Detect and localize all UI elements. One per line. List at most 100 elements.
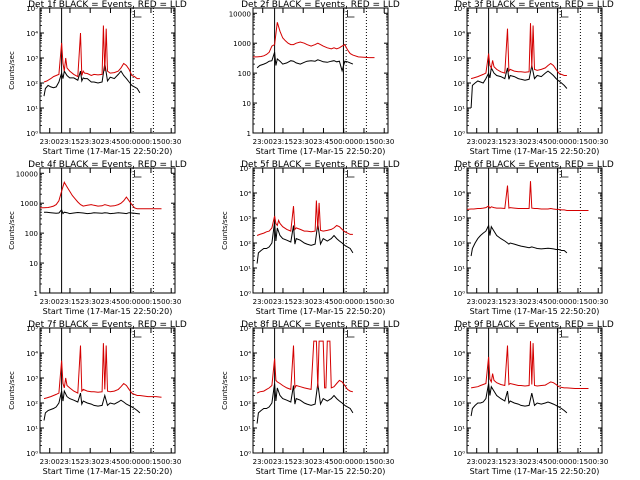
x-tick-label: 23:45: [100, 458, 120, 466]
chart-panel-2: Det 2f BLACK = Events, RED = LLD 1 10 100 10…: [229, 0, 400, 156]
plot-frame: [39, 167, 176, 294]
plot-frame: [252, 167, 389, 294]
x-tick-label: 23:15: [60, 298, 80, 306]
x-tick-label: 23:45: [100, 298, 120, 306]
x-tick-label: 23:30: [507, 458, 527, 466]
x-tick-label: 00:15: [354, 458, 374, 466]
x-tick-label: 23:15: [60, 138, 80, 146]
series-events-line: [470, 223, 568, 257]
bracket-mark: [561, 10, 569, 18]
x-tick-label: 23:45: [313, 138, 333, 146]
chart-title: Det 1f BLACK = Events, RED = LLD: [28, 0, 187, 10]
plot-frame: [252, 7, 389, 134]
x-axis-label: Start Time (17-Mar-15 22:50:20): [470, 147, 600, 156]
y-axis-label: Counts/sec: [8, 51, 16, 90]
series-events-line: [256, 383, 354, 424]
y-tick-label: 10¹: [239, 265, 251, 273]
series-lld-line: [43, 343, 162, 400]
x-tick-label: 23:00: [40, 138, 60, 146]
y-tick-label: 1000: [20, 200, 38, 208]
x-tick-label: 23:15: [273, 298, 293, 306]
y-tick-label: 10⁴: [453, 30, 465, 38]
chart-panel-8: Det 8f BLACK = Events, RED = LLD 10⁰ 10¹ 10…: [221, 320, 400, 476]
series-events-line: [470, 383, 568, 417]
x-tick-label: 00:30: [161, 138, 181, 146]
chart-panel-1: Det 1f BLACK = Events, RED = LLD 10⁰ 10¹ 10…: [8, 0, 187, 156]
x-tick-label: 00:30: [588, 138, 608, 146]
x-tick-label: 00:00: [548, 458, 568, 466]
x-tick-label: 23:30: [293, 458, 313, 466]
x-tick-label: 23:30: [80, 458, 100, 466]
y-tick-label: 1: [34, 290, 38, 298]
bracket-mark: [347, 330, 355, 338]
x-axis-label: Start Time (17-Mar-15 22:50:20): [43, 467, 173, 476]
y-tick-label: 10⁴: [26, 30, 38, 38]
y-tick-label: 10⁰: [26, 130, 38, 138]
x-tick-label: 23:00: [467, 298, 487, 306]
plot-frame: [39, 7, 176, 134]
series-lld-line: [471, 341, 589, 389]
y-tick-label: 10³: [26, 55, 38, 63]
x-axis-label: Start Time (17-Mar-15 22:50:20): [256, 307, 386, 316]
x-tick-label: 23:00: [40, 298, 60, 306]
plot-frame: [39, 327, 176, 454]
x-tick-label: 23:15: [60, 458, 80, 466]
x-tick-label: 00:00: [548, 298, 568, 306]
y-tick-label: 10⁵: [26, 5, 38, 13]
x-tick-label: 23:30: [80, 138, 100, 146]
series-events-line: [43, 63, 141, 97]
bracket-mark: [347, 10, 355, 18]
y-tick-label: 10: [242, 100, 251, 108]
bracket-mark: [561, 330, 569, 338]
x-tick-label: 00:30: [374, 458, 394, 466]
series-events-line: [256, 221, 354, 264]
bracket-mark: [134, 330, 142, 338]
y-tick-label: 100: [25, 230, 38, 238]
plot-frame: [466, 167, 603, 294]
x-tick-label: 00:30: [374, 298, 394, 306]
x-tick-label: 00:00: [334, 458, 354, 466]
y-axis-label: Counts/sec: [8, 211, 16, 250]
chart-panel-9: Det 9f BLACK = Events, RED = LLD 10⁰ 10¹ 10…: [453, 320, 614, 476]
x-tick-label: 23:00: [467, 458, 487, 466]
x-tick-label: 00:00: [121, 138, 141, 146]
y-tick-label: 10⁵: [239, 325, 251, 333]
y-tick-label: 10000: [16, 170, 38, 178]
series-events-line: [43, 389, 141, 421]
series-lld-line: [256, 200, 353, 236]
series-lld-line: [43, 25, 140, 83]
x-axis-label: Start Time (17-Mar-15 22:50:20): [43, 147, 173, 156]
y-tick-label: 10⁴: [239, 190, 251, 198]
bracket-mark: [347, 170, 355, 178]
plot-frame: [466, 7, 603, 134]
y-tick-label: 10²: [26, 80, 38, 88]
x-tick-label: 00:30: [161, 298, 181, 306]
y-tick-label: 10¹: [453, 425, 465, 433]
x-tick-label: 23:00: [253, 138, 273, 146]
y-tick-label: 10³: [239, 215, 251, 223]
series-events-line: [470, 65, 568, 109]
x-tick-label: 00:30: [588, 458, 608, 466]
series-lld-line: [470, 23, 567, 80]
x-tick-label: 00:30: [161, 458, 181, 466]
x-tick-label: 00:00: [121, 458, 141, 466]
x-axis-label: Start Time (17-Mar-15 22:50:20): [43, 307, 173, 316]
y-tick-label: 10³: [453, 215, 465, 223]
x-tick-label: 23:45: [527, 138, 547, 146]
x-tick-label: 00:15: [568, 298, 588, 306]
chart-panel-5: Det 5f BLACK = Events, RED = LLD 10⁰ 10¹ 10…: [221, 160, 400, 316]
chart-title: Det 4f BLACK = Events, RED = LLD: [28, 160, 187, 170]
x-tick-label: 00:00: [334, 298, 354, 306]
y-tick-label: 10⁵: [239, 165, 251, 173]
x-tick-label: 00:15: [568, 138, 588, 146]
y-tick-label: 10¹: [26, 105, 38, 113]
x-tick-label: 23:15: [487, 458, 507, 466]
y-tick-label: 10³: [26, 375, 38, 383]
y-tick-label: 10³: [453, 375, 465, 383]
chart-title: Det 7f BLACK = Events, RED = LLD: [28, 320, 187, 330]
x-tick-label: 23:00: [253, 298, 273, 306]
x-tick-label: 23:45: [527, 298, 547, 306]
y-tick-label: 1000: [233, 40, 251, 48]
y-tick-label: 10²: [453, 240, 465, 248]
